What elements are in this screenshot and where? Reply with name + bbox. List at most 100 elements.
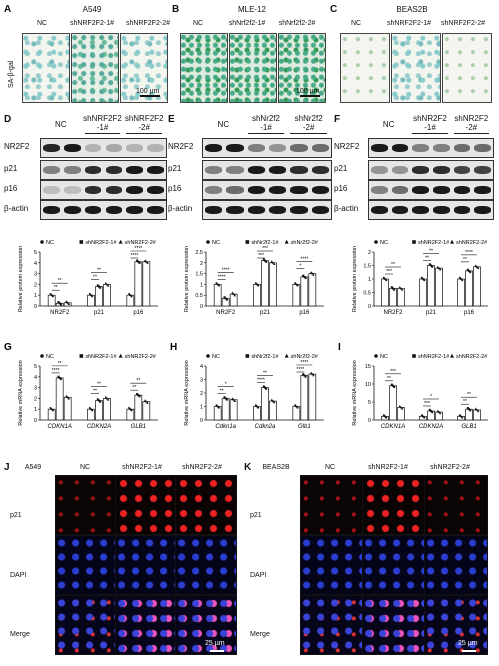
chart-g-point (146, 401, 149, 404)
chart-g-point (145, 400, 148, 403)
chart-f-y-tick-label: 0 (368, 304, 371, 310)
blot-band (205, 186, 223, 195)
chart-d-point (145, 260, 148, 263)
chart-e-y-tick-label: 1 (200, 282, 203, 288)
chart-f-point (469, 271, 472, 274)
chart-f-x-tick-label: NR2F2 (383, 310, 403, 316)
chart-f-point (423, 279, 426, 282)
chart-i-legend-label-2: shNR2F2-2# (456, 354, 488, 360)
chart-i-point (393, 386, 396, 388)
panel-b-col-nc: NC (192, 20, 204, 27)
chart-h-bar-shNr2f2-1#-Glb1 (300, 375, 309, 421)
chart-g-point (66, 396, 69, 399)
panel-f-header-line-1 (412, 133, 448, 134)
chart-d-point (99, 286, 102, 289)
chart-e-point (264, 259, 266, 262)
blot-band (474, 186, 491, 195)
blot-band (311, 186, 329, 195)
chart-i-bar-shNR2F2-1#-CDKN2A (427, 410, 435, 421)
blot-band (269, 144, 287, 153)
chart-g-y-tick-label: 1 (34, 407, 37, 413)
chart-e-sig-label: *** (258, 253, 264, 259)
panel-b-cell-title: MLE-12 (237, 5, 266, 14)
chart-e-point (262, 258, 265, 261)
chart-i-sig-label: ** (387, 376, 391, 382)
chart-i-y-tick-label: 0 (368, 418, 371, 424)
panel-d-row-label: β-actin (4, 204, 29, 213)
chart-h-sig-label: ** (220, 388, 224, 394)
chart-d-sig-label: ** (93, 274, 97, 280)
chart-h-point (223, 396, 226, 399)
blot-band (433, 186, 450, 195)
chart-f-legend-marker-2 (450, 239, 454, 244)
chart-f-point (393, 288, 396, 291)
chart-e-sig-label: * (299, 264, 301, 270)
chart-h-point (265, 387, 268, 390)
chart-h-y-tick-label: 3 (200, 378, 203, 384)
panel-c-cell-title: BEAS2B (396, 5, 428, 14)
panel-e-blot-strip (202, 160, 332, 180)
chart-g-y-tick-label: 3 (34, 386, 37, 392)
chart-i-bar-shNR2F2-1#-CDKN1A (389, 385, 397, 421)
chart-f-point (428, 263, 431, 266)
chart-g-point (67, 397, 71, 400)
panel-j-merge-1 (115, 595, 177, 655)
chart-h-bar-NC-Glb1 (292, 406, 301, 421)
chart-i-legend-marker-2 (450, 353, 454, 358)
chart-d-point (143, 259, 147, 262)
chart-h-y-tick-label: 1 (200, 405, 203, 411)
chart-g-point (99, 400, 102, 403)
chart-g-bar-NC-CDKN1A (47, 408, 56, 421)
panel-j-merge-nc (55, 595, 117, 655)
panel-label-j: J (4, 462, 10, 473)
panel-f-header-line-2 (453, 133, 489, 134)
chart-g-bar-shNR2F2-1#-CDKN2A (95, 400, 103, 421)
panel-c-col-2: shNRF2F2-2# (441, 20, 485, 27)
chart-g-point (136, 392, 139, 395)
chart-f-point (430, 264, 432, 267)
chart-e-point (265, 260, 268, 263)
panel-c-col-nc: NC (350, 20, 362, 27)
blot-band (269, 166, 287, 175)
panel-f-header-1: shNR2F2 (413, 114, 447, 123)
panel-a-scalebar: 100 µm (136, 88, 160, 97)
panel-d-blot-strip (40, 180, 167, 200)
panel-d-row-label: NR2F2 (4, 142, 30, 151)
panel-label-k: K (244, 462, 252, 473)
panel-label-a: A (4, 4, 12, 15)
panel-j-p21-nc (55, 475, 117, 535)
blot-band (290, 166, 308, 175)
panel-f-row-label: β-actin (334, 204, 359, 213)
blot-band (105, 206, 123, 215)
panel-k-dapi-1 (362, 535, 426, 595)
chart-i-point (469, 409, 472, 412)
chart-i-legend-marker-0 (374, 354, 378, 358)
chart-f-point (461, 279, 464, 282)
chart-e-bar-NC-p16 (292, 284, 301, 307)
chart-g-legend-label-2: shNR2F2-2# (125, 354, 157, 360)
chart-h-point (264, 386, 266, 389)
panel-j-p21-2 (175, 475, 237, 535)
chart-g-point (58, 376, 61, 379)
panel-label-c: C (330, 4, 338, 15)
chart-e-point (271, 261, 275, 264)
panel-k-cell-title: BEAS2B (262, 464, 290, 471)
chart-e-point (312, 273, 315, 276)
blot-band (205, 166, 223, 175)
chart-e-legend-label-0: NC (212, 240, 220, 246)
chart-e-bar-shNr2f2-2#-p21 (269, 262, 277, 307)
chart-d-bar-NC-NR2F2 (47, 294, 56, 307)
chart-e-point (309, 271, 313, 274)
blot-band (105, 166, 123, 175)
chart-d-y-label: Relative protein expression (18, 246, 24, 312)
chart-f-point (477, 266, 480, 270)
chart-e-point (311, 272, 314, 275)
panel-j-cell-title: A549 (24, 464, 42, 471)
panel-j-dapi-2 (175, 535, 237, 595)
panel-j-scalebar (210, 650, 224, 652)
panel-j-row-dapi: DAPI (10, 572, 27, 579)
chart-g-point (137, 394, 140, 397)
panel-b-image-2 (278, 33, 326, 103)
blot-band (247, 144, 265, 153)
panel-c-image-1 (391, 33, 441, 103)
